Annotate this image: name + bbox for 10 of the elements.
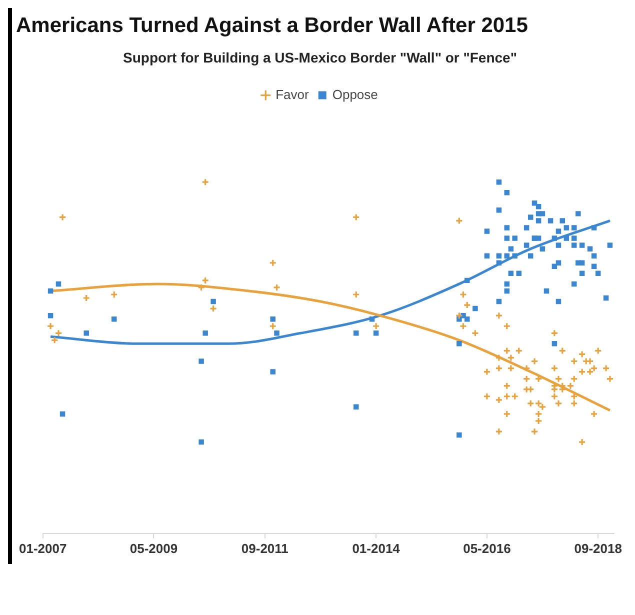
- legend-label: Oppose: [332, 86, 378, 102]
- x-tick-label: 05-2016: [463, 540, 511, 556]
- x-tick-label: 05-2009: [130, 540, 178, 556]
- legend-label: Favor: [276, 86, 310, 102]
- x-tick-label: 01-2007: [18, 540, 67, 556]
- chart-title: Americans Turned Against a Border Wall After 2015: [16, 13, 529, 39]
- x-tick-label: 01-2014: [352, 540, 401, 556]
- x-tick-label: 09-2011: [241, 540, 288, 556]
- x-tick-label: 09-2018: [574, 540, 622, 556]
- chart-subtitle: Support for Building a US-Mexico Border "Wall" or "Fence": [123, 49, 517, 66]
